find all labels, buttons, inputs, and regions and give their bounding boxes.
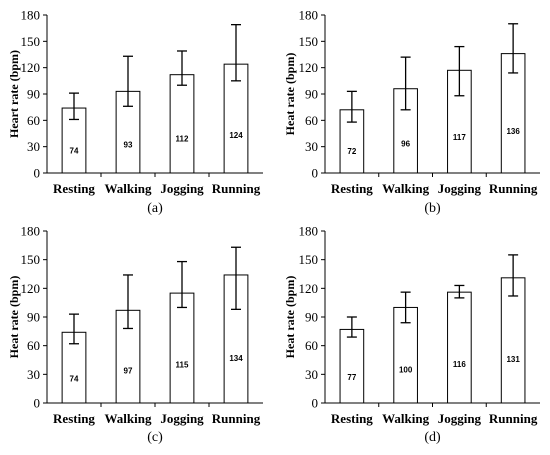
y-axis-label: Heart rate (bpm): [7, 50, 21, 138]
data-label: 116: [453, 360, 466, 369]
y-tick-label: 180: [299, 224, 319, 239]
data-label: 72: [347, 147, 356, 156]
panel-group-2: 0 30 60 90 120 150 180 Heat rate (bpm) 74 Resting…: [7, 224, 263, 445]
data-label: 74: [70, 146, 79, 155]
data-label: 115: [176, 361, 189, 370]
panel-caption: (c): [147, 430, 163, 445]
y-tick-label: 150: [21, 252, 41, 267]
y-tick-label: 30: [305, 139, 318, 154]
bar: [339, 328, 365, 404]
data-label: 77: [347, 373, 356, 382]
y-tick-label: 90: [305, 87, 318, 102]
y-tick-label: 30: [27, 367, 40, 382]
y-tick-label: 30: [27, 139, 40, 154]
y-axis-label: Heat rate (bpm): [7, 276, 21, 359]
category-label: Running: [489, 181, 538, 196]
data-label: 112: [176, 135, 189, 144]
data-label: 97: [124, 367, 133, 376]
data-label: 100: [399, 366, 413, 375]
category-label: Resting: [53, 181, 95, 196]
y-tick-label: 90: [305, 310, 318, 325]
panel-caption: (a): [147, 201, 163, 216]
category-label: Resting: [331, 411, 373, 426]
y-tick-label: 60: [27, 113, 40, 128]
y-tick-label: 60: [305, 338, 318, 353]
y-tick-label: 60: [305, 113, 318, 128]
data-label: 117: [453, 133, 466, 142]
data-label: 96: [401, 140, 410, 149]
y-tick-label: 120: [299, 281, 319, 296]
category-label: Walking: [382, 181, 429, 196]
bar: [169, 292, 195, 404]
y-tick-label: 180: [21, 224, 41, 239]
y-tick-label: 120: [21, 60, 41, 75]
data-label: 93: [124, 140, 133, 149]
category-label: Resting: [331, 181, 373, 196]
category-label: Jogging: [438, 181, 482, 196]
panel-caption: (b): [424, 201, 441, 216]
y-tick-label: 150: [299, 34, 319, 49]
data-label: 74: [70, 374, 79, 383]
panel-group-0: 0 30 60 90 120 150 180 Heart rate (bpm) 74 Restin…: [7, 8, 263, 216]
y-tick-label: 90: [27, 310, 40, 325]
y-tick-label: 90: [27, 87, 40, 102]
category-label: Walking: [105, 411, 152, 426]
y-tick-label: 150: [299, 252, 319, 267]
y-tick-label: 0: [34, 166, 41, 181]
y-tick-label: 0: [34, 396, 41, 411]
y-tick-label: 0: [312, 396, 319, 411]
y-tick-label: 150: [21, 34, 41, 49]
category-label: Walking: [105, 181, 152, 196]
category-label: Jogging: [438, 411, 482, 426]
category-label: Walking: [382, 411, 429, 426]
category-label: Resting: [53, 411, 95, 426]
y-axis-label: Heat rate (bpm): [283, 53, 297, 136]
category-label: Running: [489, 411, 538, 426]
data-label: 134: [229, 354, 243, 363]
bar: [169, 74, 195, 174]
bar: [447, 291, 472, 404]
y-tick-label: 120: [299, 60, 319, 75]
data-label: 131: [506, 355, 520, 364]
y-tick-label: 60: [27, 338, 40, 353]
y-tick-label: 30: [305, 367, 318, 382]
category-label: Jogging: [160, 411, 204, 426]
panel-caption: (d): [424, 430, 441, 445]
category-label: Jogging: [160, 181, 204, 196]
y-axis-label: Heat rate (bpm): [283, 276, 297, 359]
y-tick-label: 180: [299, 8, 319, 23]
data-label: 124: [229, 131, 243, 140]
panel-group-1: 0 30 60 90 120 150 180 Heat rate (bpm) 72 Resting…: [283, 8, 540, 216]
panel-group-3: 0 30 60 90 120 150 180 Heat rate (bpm) 77 Resting…: [283, 224, 540, 445]
data-label: 136: [506, 127, 520, 136]
category-label: Running: [212, 411, 261, 426]
y-tick-label: 0: [312, 166, 319, 181]
y-tick-label: 120: [21, 281, 41, 296]
category-label: Running: [212, 181, 261, 196]
y-tick-label: 180: [21, 8, 41, 23]
